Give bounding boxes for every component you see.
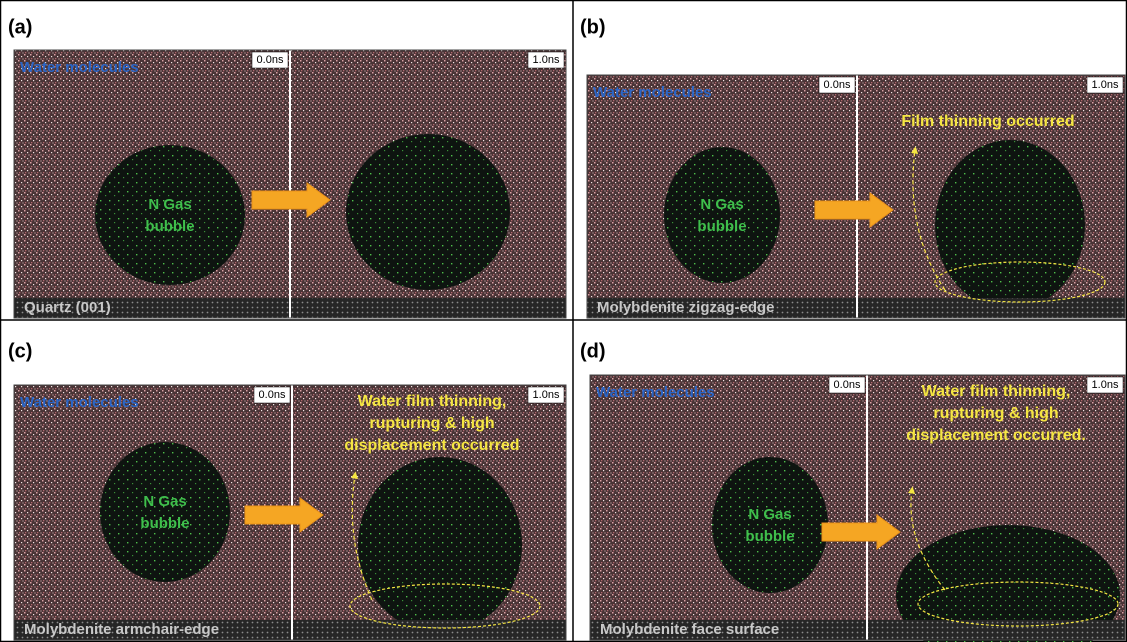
annotation: displacement occurred. — [906, 427, 1086, 444]
bubble-label: N Gas — [148, 196, 191, 213]
water-label: Water molecules — [593, 84, 712, 101]
annotation: Film thinning occurred — [901, 113, 1074, 130]
gas-bubble — [358, 457, 522, 633]
water-label: Water molecules — [20, 59, 139, 76]
bubble-label: bubble — [140, 515, 189, 532]
gas-bubble — [100, 442, 230, 582]
time-label: 0.0ns — [834, 379, 861, 391]
water-label: Water molecules — [596, 384, 715, 401]
time-label: 0.0ns — [824, 79, 851, 91]
bubble-label: N Gas — [143, 493, 186, 510]
gas-bubble — [95, 145, 245, 285]
gas-bubble — [664, 147, 780, 283]
substrate-label: Molybdenite armchair-edge — [24, 621, 219, 638]
gas-bubble — [712, 457, 828, 593]
gas-bubble — [346, 134, 510, 290]
annotation: displacement occurred — [344, 437, 519, 454]
annotation: Water film thinning, — [358, 393, 507, 410]
annotation: rupturing & high — [933, 405, 1058, 422]
time-label: 0.0ns — [257, 54, 284, 66]
panel-label: (d) — [580, 340, 606, 362]
time-label: 1.0ns — [1092, 79, 1119, 91]
bubble-label: bubble — [145, 218, 194, 235]
time-label: 1.0ns — [533, 389, 560, 401]
bubble-label: N Gas — [748, 506, 791, 523]
water-label: Water molecules — [20, 394, 139, 411]
time-label: 0.0ns — [259, 389, 286, 401]
substrate — [867, 620, 1125, 640]
substrate-label: Quartz (001) — [24, 299, 111, 316]
figure: (a) 0.0ns 1.0ns Water molecules N Gas bubble Q… — [0, 0, 1127, 642]
panel-label: (b) — [580, 16, 606, 38]
substrate — [857, 298, 1125, 318]
panel-label: (c) — [8, 340, 32, 362]
panel-label: (a) — [8, 16, 32, 38]
substrate — [292, 620, 566, 640]
annotation: rupturing & high — [369, 415, 494, 432]
time-label: 1.0ns — [1092, 379, 1119, 391]
bubble-label: N Gas — [700, 196, 743, 213]
bubble-label: bubble — [745, 528, 794, 545]
time-label: 1.0ns — [533, 54, 560, 66]
substrate — [290, 298, 566, 318]
gas-bubble — [935, 140, 1085, 310]
substrate-label: Molybdenite zigzag-edge — [597, 299, 775, 316]
substrate-label: Molybdenite face surface — [600, 621, 779, 638]
annotation: Water film thinning, — [922, 383, 1071, 400]
bubble-label: bubble — [697, 218, 746, 235]
panels: (a) 0.0ns 1.0ns Water molecules N Gas bubble Q… — [8, 16, 1125, 642]
